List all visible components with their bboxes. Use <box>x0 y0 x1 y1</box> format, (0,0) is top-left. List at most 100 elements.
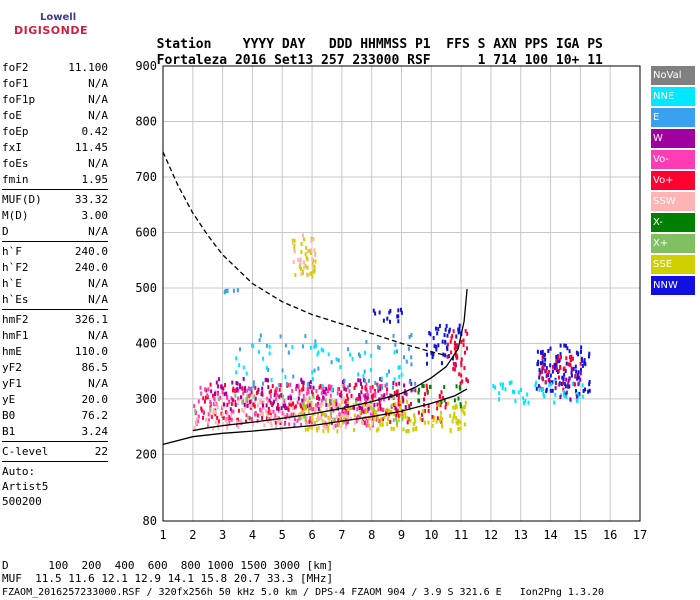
echo-point <box>463 422 466 427</box>
echo-point <box>547 349 550 354</box>
echo-point <box>285 382 288 387</box>
echo-point <box>433 415 436 420</box>
echo-point <box>553 366 556 371</box>
echo-point <box>382 397 385 402</box>
echo-point <box>576 399 579 404</box>
echo-point <box>520 387 523 392</box>
header-value-ddd: 257 <box>321 53 345 68</box>
echo-point <box>417 390 420 395</box>
echo-point <box>318 396 321 401</box>
echo-points <box>193 233 591 434</box>
echo-point <box>318 385 321 390</box>
echo-point <box>209 408 212 413</box>
echo-point <box>284 343 287 348</box>
param-name: M(D) <box>2 209 29 222</box>
echo-point <box>449 429 452 434</box>
echo-point <box>453 340 456 345</box>
echo-point <box>514 399 517 404</box>
echo-point <box>559 355 562 360</box>
echo-point <box>440 400 443 405</box>
echo-point <box>237 396 240 401</box>
echo-point <box>439 394 442 399</box>
echo-point <box>323 390 326 395</box>
echo-point <box>346 396 349 401</box>
echo-point <box>565 390 568 395</box>
x-tick-label: 16 <box>603 528 617 542</box>
echo-point <box>313 344 316 349</box>
echo-point <box>538 368 541 373</box>
echo-point <box>259 398 262 403</box>
echo-point <box>349 352 352 357</box>
echo-point <box>284 403 287 408</box>
y-tick-label: 200 <box>135 447 157 461</box>
echo-point <box>376 382 379 387</box>
echo-point <box>459 420 462 425</box>
echo-point <box>434 326 437 331</box>
echo-point <box>212 402 215 407</box>
echo-point <box>317 415 320 420</box>
echo-point <box>577 394 580 399</box>
echo-point <box>267 410 270 415</box>
echo-point <box>254 398 257 403</box>
echo-point <box>301 402 304 407</box>
header-labels: Station YYYY DAY DDD HHMMSS P1 FFS S AXN… <box>141 21 603 53</box>
echo-point <box>584 362 587 367</box>
echo-point <box>568 349 571 354</box>
echo-point <box>431 414 434 419</box>
echo-point <box>410 388 413 393</box>
echo-point <box>304 252 307 257</box>
echo-point <box>587 354 590 359</box>
echo-point <box>365 339 368 344</box>
echo-point <box>287 350 290 355</box>
echo-point <box>229 407 232 412</box>
echo-point <box>311 420 314 425</box>
legend-item-nnw: NNW <box>651 276 695 295</box>
echo-point <box>313 268 316 273</box>
echo-point <box>221 422 224 427</box>
echo-point <box>397 418 400 423</box>
echo-point <box>579 361 582 366</box>
param-value: 86.5 <box>81 361 109 374</box>
echo-point <box>240 418 243 423</box>
echo-point <box>286 413 289 418</box>
echo-point <box>583 358 586 363</box>
echo-point <box>463 405 466 410</box>
echo-point <box>347 401 350 406</box>
param-value: 3.24 <box>81 425 109 438</box>
echo-point <box>269 400 272 405</box>
echo-point <box>333 400 336 405</box>
param-group-muf: MUF(D) 33.32 M(D) 3.00 D N/A <box>2 192 108 240</box>
echo-point <box>203 399 206 404</box>
echo-point <box>274 413 277 418</box>
echo-point <box>438 323 441 328</box>
echo-point <box>394 406 397 411</box>
echo-point <box>564 384 567 389</box>
echo-point <box>268 417 271 422</box>
echo-point <box>244 419 247 424</box>
echo-point <box>541 364 544 369</box>
echo-point <box>294 272 297 277</box>
echo-point <box>494 385 497 390</box>
echo-point <box>226 289 229 294</box>
echo-point <box>404 411 407 416</box>
echo-point <box>316 352 319 357</box>
echo-point <box>372 393 375 398</box>
echo-point <box>270 423 273 428</box>
echo-point <box>431 423 434 428</box>
echo-point <box>382 407 385 412</box>
echo-point <box>575 389 578 394</box>
echo-point <box>242 391 245 396</box>
echo-point <box>446 342 449 347</box>
legend-item-ssw: SSW <box>651 192 695 211</box>
echo-point <box>291 388 294 393</box>
echo-point <box>252 384 255 389</box>
echo-point <box>558 382 561 387</box>
param-name: yE <box>2 393 16 406</box>
echo-point <box>465 378 468 383</box>
echo-point <box>337 387 340 392</box>
header-value-day: Set13 <box>274 53 314 68</box>
echo-point <box>207 387 210 392</box>
echo-point <box>307 386 310 391</box>
echo-point <box>289 382 292 387</box>
echo-point <box>334 423 337 428</box>
